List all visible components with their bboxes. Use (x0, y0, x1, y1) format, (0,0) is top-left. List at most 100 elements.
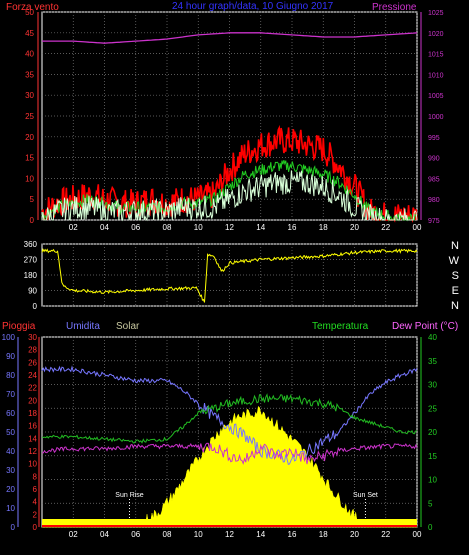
panel3-x-tick-label: 02 (69, 530, 78, 539)
panel3-x-tick-label: 10 (194, 530, 203, 539)
panel3-x-tick-label: 04 (100, 530, 109, 539)
panel3-rain-tick-label: 6 (33, 485, 38, 494)
panel3-x-tick-label: 20 (350, 530, 359, 539)
series-line-dew-point-c- (42, 442, 418, 465)
panel3-x-tick-label: 08 (163, 530, 172, 539)
panel1-x-tick-label: 00 (413, 223, 422, 232)
humidity-temperature-panel: 0510152025303540010203040506070809010002… (2, 333, 438, 539)
panel3-rain-tick-label: 8 (33, 472, 38, 481)
legend-dew-point: Dew Point (°C) (392, 321, 459, 332)
panel3-rain-tick-label: 16 (28, 422, 37, 431)
direction-north-top: N (451, 240, 459, 252)
panel1-left-tick-label: 35 (25, 70, 34, 79)
panel1-x-tick-label: 14 (256, 223, 265, 232)
chart-title: 24 hour graph/data, 10 Giugno 2017 (172, 1, 334, 12)
panel3-rain-tick-label: 22 (28, 384, 37, 393)
panel1-left-tick-label: 20 (25, 133, 34, 142)
panel1-x-tick-label: 22 (381, 223, 390, 232)
panel3-humidity-tick-label: 90 (6, 352, 15, 361)
panel3-humidity-tick-label: 70 (6, 390, 15, 399)
left-axis-label: Forza vento (6, 2, 59, 13)
pressure-series-line (42, 32, 418, 44)
panel3-humidity-tick-label: 40 (6, 447, 15, 456)
panel3-temp-tick-label: 5 (428, 499, 433, 508)
direction-west: W (448, 255, 459, 267)
panel2-y-tick-label: 270 (24, 256, 38, 265)
panel1-x-tick-label: 16 (288, 223, 297, 232)
panel1-left-tick-label: 50 (25, 8, 34, 17)
panel1-right-tick-label: 980 (428, 197, 440, 204)
panel2-y-tick-label: 90 (28, 287, 37, 296)
panel3-humidity-tick-label: 0 (11, 523, 16, 532)
panel1-left-tick-label: 25 (25, 112, 34, 121)
direction-north-bottom: N (451, 300, 459, 312)
panel1-right-tick-label: 1005 (428, 93, 444, 100)
series-line-umidita (41, 365, 418, 466)
sun-event-label: Sun Rise (115, 492, 144, 499)
panel2-y-tick-label: 0 (33, 302, 38, 311)
panel3-rain-tick-label: 10 (28, 460, 37, 469)
panel3-rain-tick-label: 4 (33, 498, 38, 507)
panel3-rain-tick-label: 28 (28, 346, 37, 355)
panel3-humidity-tick-label: 100 (2, 333, 16, 342)
wind-series-line-1 (41, 124, 418, 223)
panel1-x-tick-label: 12 (225, 223, 234, 232)
panel3-rain-tick-label: 26 (28, 358, 37, 367)
panel3-rain-tick-label: 18 (28, 409, 37, 418)
panel3-rain-tick-label: 20 (28, 396, 37, 405)
panel3-rain-tick-label: 24 (28, 371, 37, 380)
wind-series-line-3 (41, 170, 418, 222)
panel1-right-tick-label: 1015 (428, 52, 444, 59)
panel3-x-tick-label: 12 (225, 530, 234, 539)
wind-pressure-panel: 0510152025303540455097598098599099510001… (25, 8, 444, 232)
panel3-rain-tick-label: 2 (33, 510, 38, 519)
panel1-x-tick-label: 04 (100, 223, 109, 232)
panel3-x-tick-label: 16 (288, 530, 297, 539)
panel3-rain-tick-label: 14 (28, 434, 37, 443)
panel3-temp-tick-label: 0 (428, 523, 433, 532)
panel3-temp-tick-label: 25 (428, 404, 437, 413)
panel2-y-tick-label: 180 (24, 271, 38, 280)
panel1-x-tick-label: 18 (319, 223, 328, 232)
panel3-x-tick-label: 06 (131, 530, 140, 539)
panel1-left-tick-label: 10 (25, 174, 34, 183)
panel1-x-tick-label: 10 (194, 223, 203, 232)
sun-event-label: Sun Set (353, 492, 378, 499)
panel3-x-tick-label: 22 (381, 530, 390, 539)
panel3-rain-tick-label: 30 (28, 333, 37, 342)
panel3-humidity-tick-label: 80 (6, 371, 15, 380)
direction-south: S (451, 270, 459, 282)
wind-direction-panel: 0 90 180 270 360 (24, 240, 418, 311)
panel3-humidity-tick-label: 50 (6, 428, 15, 437)
panel3-temp-tick-label: 40 (428, 333, 437, 342)
panel1-right-tick-label: 1010 (428, 72, 444, 79)
panel3-rain-tick-label: 12 (28, 447, 37, 456)
panel3-x-tick-label: 00 (413, 530, 422, 539)
legend-rain: Pioggia (2, 321, 36, 332)
panel1-left-tick-label: 45 (25, 29, 34, 38)
panel1-x-tick-label: 08 (163, 223, 172, 232)
panel3-x-tick-label: 18 (319, 530, 328, 539)
panel3-temp-tick-label: 30 (428, 381, 437, 390)
panel1-right-tick-label: 975 (428, 218, 440, 225)
direction-east: E (451, 285, 459, 297)
panel3-humidity-tick-label: 60 (6, 409, 15, 418)
panel1-x-tick-label: 06 (131, 223, 140, 232)
right-axis-label: Pressione (372, 2, 417, 13)
panel1-left-tick-label: 40 (25, 50, 34, 59)
panel1-left-tick-label: 5 (30, 195, 35, 204)
panel1-right-tick-label: 985 (428, 176, 440, 183)
legend-solar: Solar (116, 321, 140, 332)
panel3-temp-tick-label: 15 (428, 452, 437, 461)
panel1-left-tick-label: 0 (30, 216, 35, 225)
panel1-right-tick-label: 1000 (428, 114, 444, 121)
panel1-left-tick-label: 15 (25, 154, 34, 163)
legend-temperature: Temperatura (312, 321, 369, 332)
panel1-right-tick-label: 990 (428, 156, 440, 163)
rain-base-band (42, 519, 417, 527)
panel1-right-tick-label: 995 (428, 135, 440, 142)
panel1-x-tick-label: 02 (69, 223, 78, 232)
panel3-temp-tick-label: 10 (428, 476, 437, 485)
panel3-rain-tick-label: 0 (33, 523, 38, 532)
